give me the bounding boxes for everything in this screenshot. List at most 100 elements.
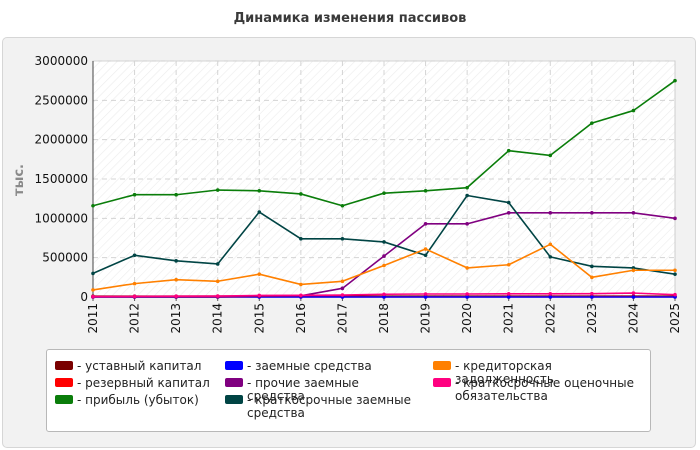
data-point xyxy=(340,279,345,284)
y-tick-label: 2000000 xyxy=(35,133,88,147)
data-point xyxy=(174,259,178,263)
data-point xyxy=(132,294,137,299)
legend-label: - прибыль (убыток) xyxy=(77,393,199,407)
data-point xyxy=(257,189,262,193)
data-point xyxy=(132,253,137,258)
data-point xyxy=(548,242,553,247)
data-point xyxy=(631,295,636,299)
legend-swatch xyxy=(225,361,243,370)
data-point xyxy=(91,271,95,276)
x-tick-label: 2018 xyxy=(377,303,391,334)
data-point xyxy=(340,286,345,291)
data-point xyxy=(382,292,386,297)
data-point xyxy=(631,268,636,273)
data-point xyxy=(631,211,636,215)
data-point xyxy=(423,189,428,193)
data-point xyxy=(465,295,469,299)
data-point xyxy=(506,211,511,215)
x-tick-label: 2019 xyxy=(419,303,433,334)
x-tick-label: 2015 xyxy=(252,303,266,334)
x-tick-label: 2023 xyxy=(585,303,599,334)
legend-swatch xyxy=(433,361,451,370)
data-point xyxy=(423,247,428,251)
data-point xyxy=(548,255,553,259)
series-2 xyxy=(91,78,677,208)
data-point xyxy=(174,192,178,197)
x-tick-label: 2014 xyxy=(211,303,225,334)
data-point xyxy=(299,236,303,241)
legend-label: - краткосрочные заемные средства xyxy=(247,393,411,420)
x-tick-label: 2025 xyxy=(668,303,682,334)
data-point xyxy=(506,292,511,296)
data-point xyxy=(340,293,345,297)
legend-label: - уставный капитал xyxy=(77,359,202,373)
y-tick-label: 0 xyxy=(80,290,88,304)
data-point xyxy=(590,264,594,269)
data-point xyxy=(465,222,469,226)
data-point xyxy=(91,288,95,292)
data-point xyxy=(465,185,469,190)
x-tick-label: 2012 xyxy=(128,303,142,334)
data-point xyxy=(174,294,178,299)
data-point xyxy=(423,295,428,299)
legend-label: - кредиторская задолженность xyxy=(455,359,554,386)
data-point xyxy=(382,295,386,299)
data-point xyxy=(548,295,553,299)
data-point xyxy=(215,279,220,284)
data-point xyxy=(382,240,386,244)
data-point xyxy=(465,292,469,296)
data-point xyxy=(382,263,386,268)
y-tick-label: 2500000 xyxy=(35,93,88,107)
legend-swatch xyxy=(225,395,243,404)
data-point xyxy=(91,294,95,299)
data-point xyxy=(423,222,428,226)
data-point xyxy=(132,192,137,197)
data-point xyxy=(590,275,594,280)
data-point xyxy=(506,295,511,299)
chart-plot: 0 500000 1000000 1500000 2000000 2500000 30000… xyxy=(12,54,682,334)
series-6 xyxy=(91,242,677,292)
x-tick-label: 2022 xyxy=(543,303,557,334)
legend: - уставный капитал - резервный капитал - п… xyxy=(46,349,651,432)
data-point xyxy=(548,211,553,215)
y-tick-label: 1500000 xyxy=(35,172,88,186)
y-axis-label: тыс. xyxy=(12,164,27,196)
data-point xyxy=(423,253,428,258)
data-point xyxy=(673,292,677,297)
legend-swatch xyxy=(433,378,451,387)
legend-label: - краткосрочные оценочные обязательства xyxy=(455,376,634,403)
data-point xyxy=(631,291,636,295)
data-point xyxy=(590,121,594,125)
legend-swatch xyxy=(55,378,73,387)
data-point xyxy=(174,277,178,282)
data-point xyxy=(465,266,469,270)
data-point xyxy=(506,262,511,267)
data-point xyxy=(548,153,553,158)
series-7 xyxy=(91,291,677,299)
data-point xyxy=(382,191,386,195)
x-tick-label: 2021 xyxy=(502,303,516,334)
data-point xyxy=(548,292,553,296)
data-point xyxy=(257,272,262,276)
legend-swatch xyxy=(225,378,243,387)
chart-title: Динамика изменения пассивов xyxy=(233,11,467,26)
x-tick-label: 2017 xyxy=(335,303,349,334)
data-point xyxy=(299,192,303,196)
x-tick-label: 2020 xyxy=(460,303,474,334)
data-point xyxy=(91,203,95,208)
data-point xyxy=(132,281,137,286)
legend-swatch xyxy=(55,395,73,404)
legend-label: - прочие заемные средства xyxy=(247,376,359,403)
series-5 xyxy=(91,193,677,276)
data-point xyxy=(340,203,345,208)
data-point xyxy=(299,282,303,287)
data-point xyxy=(423,292,428,296)
data-point xyxy=(215,294,220,298)
data-point xyxy=(257,293,262,298)
data-point xyxy=(257,210,262,214)
data-point xyxy=(382,254,386,258)
x-tick-label: 2013 xyxy=(169,303,183,334)
data-point xyxy=(465,193,469,198)
data-point xyxy=(590,295,594,299)
data-point xyxy=(590,291,594,296)
